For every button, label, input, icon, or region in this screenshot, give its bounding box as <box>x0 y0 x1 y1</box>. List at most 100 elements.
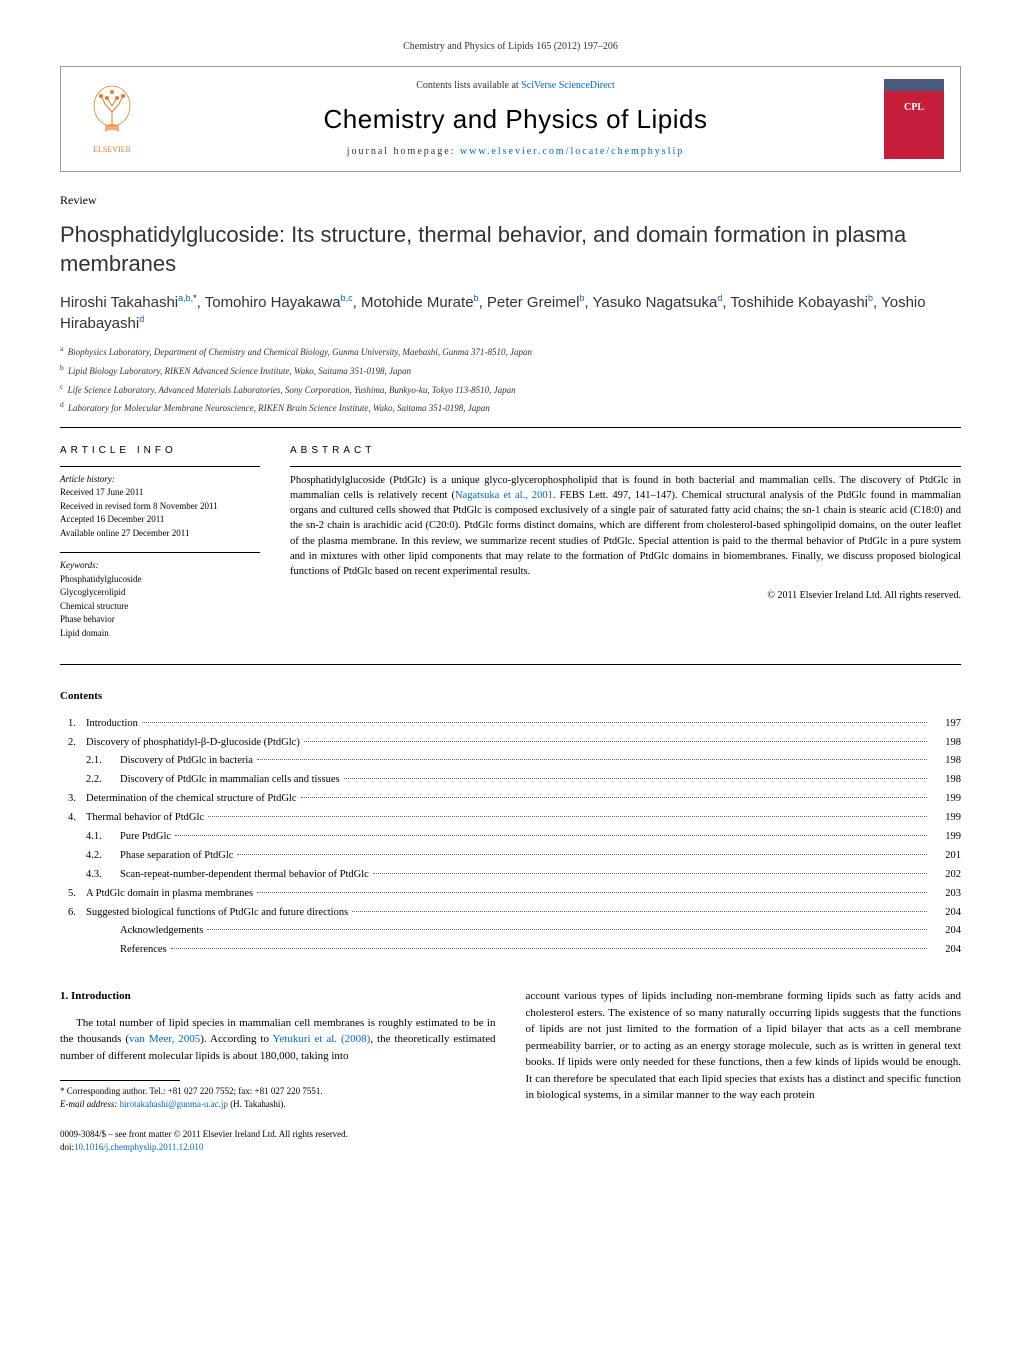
email-suffix: (H. Takahashi). <box>228 1099 286 1109</box>
keywords-block: Keywords: PhosphatidylglucosideGlycoglyc… <box>60 552 260 640</box>
history-line: Accepted 16 December 2011 <box>60 513 260 527</box>
toc-label: Thermal behavior of PtdGlc <box>86 809 204 828</box>
toc-row[interactable]: 4.Thermal behavior of PtdGlc199 <box>60 809 961 828</box>
abstract-column: ABSTRACT Phosphatidylglucoside (PtdGlc) … <box>290 444 961 653</box>
toc-row[interactable]: 3.Determination of the chemical structur… <box>60 790 961 809</box>
toc-label: Pure PtdGlc <box>120 828 171 847</box>
toc-label: A PtdGlc domain in plasma membranes <box>86 885 253 904</box>
toc-number: 2. <box>60 734 86 753</box>
journal-homepage-line: journal homepage: www.elsevier.com/locat… <box>163 145 868 159</box>
elsevier-logo: ELSEVIER <box>77 79 147 159</box>
toc-page: 204 <box>931 904 961 923</box>
toc-label: References <box>120 941 167 960</box>
toc-row[interactable]: 5.A PtdGlc domain in plasma membranes203 <box>60 885 961 904</box>
article-history-block: Article history: Received 17 June 2011Re… <box>60 466 260 541</box>
toc-row[interactable]: 4.1.Pure PtdGlc 199 <box>60 828 961 847</box>
toc-leader-dots <box>207 929 927 930</box>
toc-label: Suggested biological functions of PtdGlc… <box>86 904 348 923</box>
toc-row[interactable]: 2.2.Discovery of PtdGlc in mammalian cel… <box>60 771 961 790</box>
toc-row[interactable]: References204 <box>60 941 961 960</box>
toc-row[interactable]: 4.3.Scan-repeat-number-dependent thermal… <box>60 866 961 885</box>
abstract-ref-link[interactable]: Nagatsuka et al., 2001 <box>455 490 553 501</box>
toc-page: 197 <box>931 715 961 734</box>
journal-center: Contents lists available at SciVerse Sci… <box>163 79 868 159</box>
toc-page: 198 <box>931 752 961 771</box>
contents-lists-line: Contents lists available at SciVerse Sci… <box>163 79 868 93</box>
toc-leader-dots <box>301 797 927 798</box>
contents-prefix: Contents lists available at <box>416 80 521 91</box>
toc-row[interactable]: Acknowledgements204 <box>60 922 961 941</box>
journal-homepage-link[interactable]: www.elsevier.com/locate/chemphyslip <box>460 146 684 157</box>
footnote-rule <box>60 1080 180 1081</box>
ref-vanmeer[interactable]: van Meer, 2005 <box>129 1033 200 1045</box>
toc-row[interactable]: 1.Introduction197 <box>60 715 961 734</box>
intro-paragraph-right: account various types of lipids includin… <box>526 988 962 1104</box>
history-label: Article history: <box>60 473 260 487</box>
toc-label: Discovery of PtdGlc in bacteria <box>120 752 253 771</box>
author-list: Hiroshi Takahashia,b,*, Tomohiro Hayakaw… <box>60 292 961 334</box>
toc-label: Phase separation of PtdGlc <box>120 847 233 866</box>
elsevier-tree-icon <box>87 84 137 144</box>
toc-label: Determination of the chemical structure … <box>86 790 297 809</box>
toc-row[interactable]: 2.Discovery of phosphatidyl-β-D-glucosid… <box>60 734 961 753</box>
ref-yetukuri[interactable]: Yetukuri et al. (2008) <box>273 1033 371 1045</box>
toc-number: 6. <box>60 904 86 923</box>
affiliation: c Life Science Laboratory, Advanced Mate… <box>60 382 961 397</box>
footer-copyright: 0009-3084/$ – see front matter © 2011 El… <box>60 1128 961 1141</box>
corr-email-link[interactable]: hirotakahashi@gunma-u.ac.jp <box>120 1099 228 1109</box>
body-section: 1. Introduction The total number of lipi… <box>60 988 961 1110</box>
keyword: Lipid domain <box>60 627 260 641</box>
divider <box>60 664 961 665</box>
toc-page: 201 <box>931 847 961 866</box>
affiliation: b Lipid Biology Laboratory, RIKEN Advanc… <box>60 363 961 378</box>
toc-page: 199 <box>931 828 961 847</box>
toc-leader-dots <box>344 778 927 779</box>
journal-title: Chemistry and Physics of Lipids <box>163 101 868 137</box>
toc-number: 2.1. <box>86 752 120 771</box>
abstract-copyright: © 2011 Elsevier Ireland Ltd. All rights … <box>290 589 961 603</box>
toc-page: 202 <box>931 866 961 885</box>
abstract-part2: . FEBS Lett. 497, 141–147). Chemical str… <box>290 490 961 577</box>
toc-leader-dots <box>208 816 927 817</box>
toc-row[interactable]: 4.2.Phase separation of PtdGlc201 <box>60 847 961 866</box>
keyword: Phosphatidylglucoside <box>60 573 260 587</box>
keywords-label: Keywords: <box>60 559 260 573</box>
header-citation: Chemistry and Physics of Lipids 165 (201… <box>60 40 961 54</box>
history-line: Available online 27 December 2011 <box>60 527 260 541</box>
email-label: E-mail address: <box>60 1099 120 1109</box>
toc-page: 199 <box>931 790 961 809</box>
toc-leader-dots <box>175 835 927 836</box>
toc-leader-dots <box>373 873 927 874</box>
affiliation: d Laboratory for Molecular Membrane Neur… <box>60 400 961 415</box>
article-type: Review <box>60 192 961 209</box>
cover-abbrev: CPL <box>904 101 924 115</box>
article-info-heading: ARTICLE INFO <box>60 444 260 458</box>
affiliations: a Biophysics Laboratory, Department of C… <box>60 344 961 414</box>
footer-doi-line: doi:10.1016/j.chemphyslip.2011.12.010 <box>60 1141 961 1154</box>
doi-link[interactable]: 10.1016/j.chemphyslip.2011.12.010 <box>74 1142 203 1152</box>
sciencedirect-link[interactable]: SciVerse ScienceDirect <box>521 80 615 91</box>
toc-label: Discovery of phosphatidyl-β-D-glucoside … <box>86 734 300 753</box>
toc-label: Scan-repeat-number-dependent thermal beh… <box>120 866 369 885</box>
toc-number: 4.1. <box>86 828 120 847</box>
elsevier-label: ELSEVIER <box>93 144 131 155</box>
keyword: Glycoglycerolipid <box>60 586 260 600</box>
toc-leader-dots <box>352 911 927 912</box>
body-left-column: 1. Introduction The total number of lipi… <box>60 988 496 1110</box>
toc-row[interactable]: 2.1.Discovery of PtdGlc in bacteria 198 <box>60 752 961 771</box>
section-1-heading: 1. Introduction <box>60 988 496 1005</box>
article-title: Phosphatidylglucoside: Its structure, th… <box>60 221 961 278</box>
toc-label: Discovery of PtdGlc in mammalian cells a… <box>120 771 340 790</box>
toc-row[interactable]: 6.Suggested biological functions of PtdG… <box>60 904 961 923</box>
info-abstract-row: ARTICLE INFO Article history: Received 1… <box>60 444 961 653</box>
corresponding-author-footnote: * Corresponding author. Tel.: +81 027 22… <box>60 1085 496 1110</box>
toc-page: 204 <box>931 922 961 941</box>
email-line: E-mail address: hirotakahashi@gunma-u.ac… <box>60 1098 496 1111</box>
history-line: Received 17 June 2011 <box>60 486 260 500</box>
toc-page: 199 <box>931 809 961 828</box>
footer-meta: 0009-3084/$ – see front matter © 2011 El… <box>60 1128 961 1153</box>
corr-author-line: * Corresponding author. Tel.: +81 027 22… <box>60 1085 496 1098</box>
toc-leader-dots <box>142 722 927 723</box>
toc-number: 2.2. <box>86 771 120 790</box>
keyword: Phase behavior <box>60 613 260 627</box>
